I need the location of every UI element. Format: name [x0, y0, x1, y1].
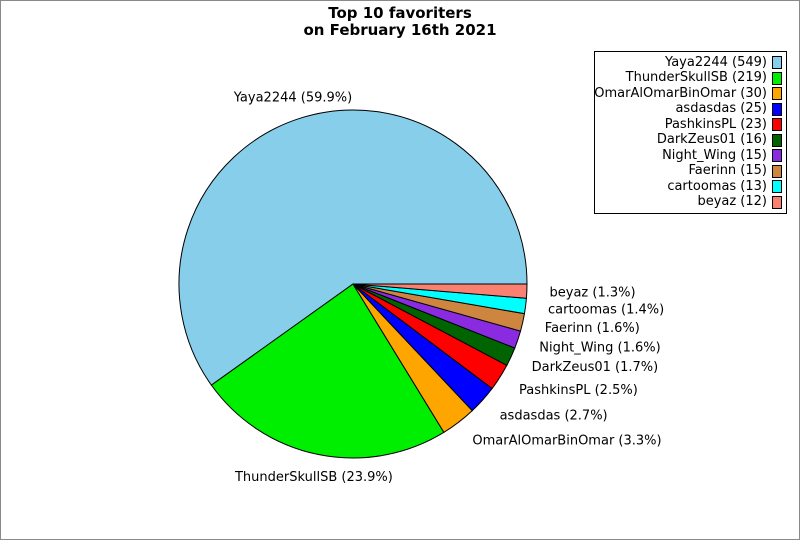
slice-label-Faerinn: Faerinn (1.6%) — [545, 321, 640, 336]
chart-title-line1: Top 10 favoriters — [328, 4, 472, 22]
slice-label-ThunderSkullSB: ThunderSkullSB (23.9%) — [234, 470, 393, 485]
legend-swatch — [772, 164, 782, 178]
legend-item-Faerinn: Faerinn (15) — [595, 164, 786, 178]
legend-item-PashkinsPL: PashkinsPL (23) — [595, 116, 786, 132]
slice-label-cartoomas: cartoomas (1.4%) — [548, 302, 664, 317]
legend-label: ThunderSkullSB (219) — [625, 70, 767, 86]
slice-label-Yaya2244: Yaya2244 (59.9%) — [233, 90, 352, 105]
legend-item-asdasdas: asdasdas (25) — [595, 102, 786, 116]
slice-label-OmarAlOmarBinOmar: OmarAlOmarBinOmar (3.3%) — [472, 434, 661, 449]
legend-swatch — [772, 133, 782, 147]
legend-swatch — [772, 87, 782, 101]
pie-slice-Yaya2244 — [178, 109, 528, 386]
slice-label-Night_Wing: Night_Wing (1.6%) — [539, 340, 660, 355]
legend-swatch — [772, 71, 782, 85]
legend-item-OmarAlOmarBinOmar: OmarAlOmarBinOmar (30) — [594, 85, 786, 101]
legend-item-DarkZeus01: DarkZeus01 (16) — [595, 133, 786, 147]
legend-label: cartoomas (13) — [667, 178, 767, 194]
legend-item-cartoomas: cartoomas (13) — [595, 178, 786, 194]
legend-label: OmarAlOmarBinOmar (30) — [594, 85, 767, 101]
legend-swatch — [772, 195, 782, 209]
legend-label: asdasdas (25) — [675, 101, 767, 117]
chart-title: Top 10 favoriters on February 16th 2021 — [1, 5, 799, 39]
pie-slice-beyaz — [352, 283, 528, 299]
legend-item-Yaya2244: Yaya2244 (549) — [595, 54, 786, 70]
chart-title-line2: on February 16th 2021 — [303, 21, 497, 39]
legend-swatch — [772, 56, 782, 70]
legend-label: DarkZeus01 (16) — [656, 132, 767, 148]
legend-swatch — [772, 180, 782, 194]
legend-label: Night_Wing (15) — [662, 147, 767, 163]
pie-slice-ThunderSkullSB — [210, 283, 445, 459]
slice-label-DarkZeus01: DarkZeus01 (1.7%) — [532, 360, 659, 375]
slice-label-asdasdas: asdasdas (2.7%) — [500, 409, 608, 424]
legend-label: PashkinsPL (23) — [664, 116, 767, 132]
legend-item-ThunderSkullSB: ThunderSkullSB (219) — [595, 71, 786, 85]
legend-item-Night_Wing: Night_Wing (15) — [595, 147, 786, 163]
legend: Yaya2244 (549) ThunderSkullSB (219) OmarAl… — [594, 51, 787, 214]
slice-label-beyaz: beyaz (1.3%) — [550, 286, 636, 301]
slice-label-PashkinsPL: PashkinsPL (2.5%) — [519, 383, 638, 398]
legend-label: Yaya2244 (549) — [665, 54, 767, 70]
legend-swatch — [772, 102, 782, 116]
legend-label: beyaz (12) — [697, 194, 767, 210]
legend-label: Faerinn (15) — [688, 163, 767, 179]
legend-swatch — [772, 149, 782, 163]
legend-item-beyaz: beyaz (12) — [595, 195, 786, 209]
legend-swatch — [772, 118, 782, 132]
